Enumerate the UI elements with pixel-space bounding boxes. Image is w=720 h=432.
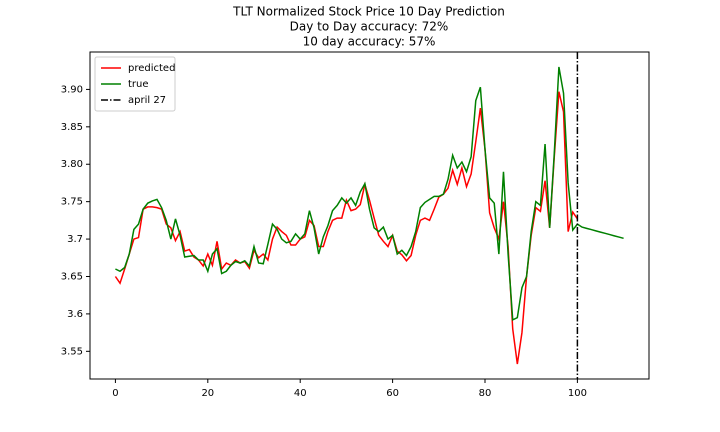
x-tick-label: 20 bbox=[201, 388, 214, 399]
chart-title: TLT Normalized Stock Price 10 Day Predic… bbox=[232, 5, 505, 19]
x-tick-label: 60 bbox=[386, 388, 399, 399]
line-series bbox=[114, 91, 579, 365]
y-tick-label: 3.85 bbox=[61, 122, 83, 133]
y-tick-label: 3.6 bbox=[67, 309, 83, 320]
x-tick-label: 80 bbox=[479, 388, 492, 399]
y-tick-label: 3.75 bbox=[61, 197, 83, 208]
y-tick-label: 3.65 bbox=[61, 271, 83, 282]
y-tick-label: 3.90 bbox=[61, 84, 83, 95]
x-tick-label: 0 bbox=[112, 388, 118, 399]
line-series bbox=[115, 66, 624, 322]
x-tick-label: 100 bbox=[568, 388, 587, 399]
legend-box bbox=[94, 56, 176, 112]
x-tick-label: 40 bbox=[294, 388, 307, 399]
legend-label: april 27 bbox=[128, 95, 166, 106]
y-tick-label: 3.80 bbox=[61, 159, 83, 170]
legend-label: true bbox=[128, 79, 149, 90]
y-tick-label: 3.55 bbox=[61, 346, 83, 357]
plot-frame bbox=[89, 51, 650, 380]
y-tick-label: 3.7 bbox=[67, 234, 83, 245]
chart-subtitle: 10 day accuracy: 57% bbox=[303, 35, 436, 49]
legend-label: predicted bbox=[128, 63, 175, 74]
chart-subtitle: Day to Day accuracy: 72% bbox=[290, 20, 449, 34]
